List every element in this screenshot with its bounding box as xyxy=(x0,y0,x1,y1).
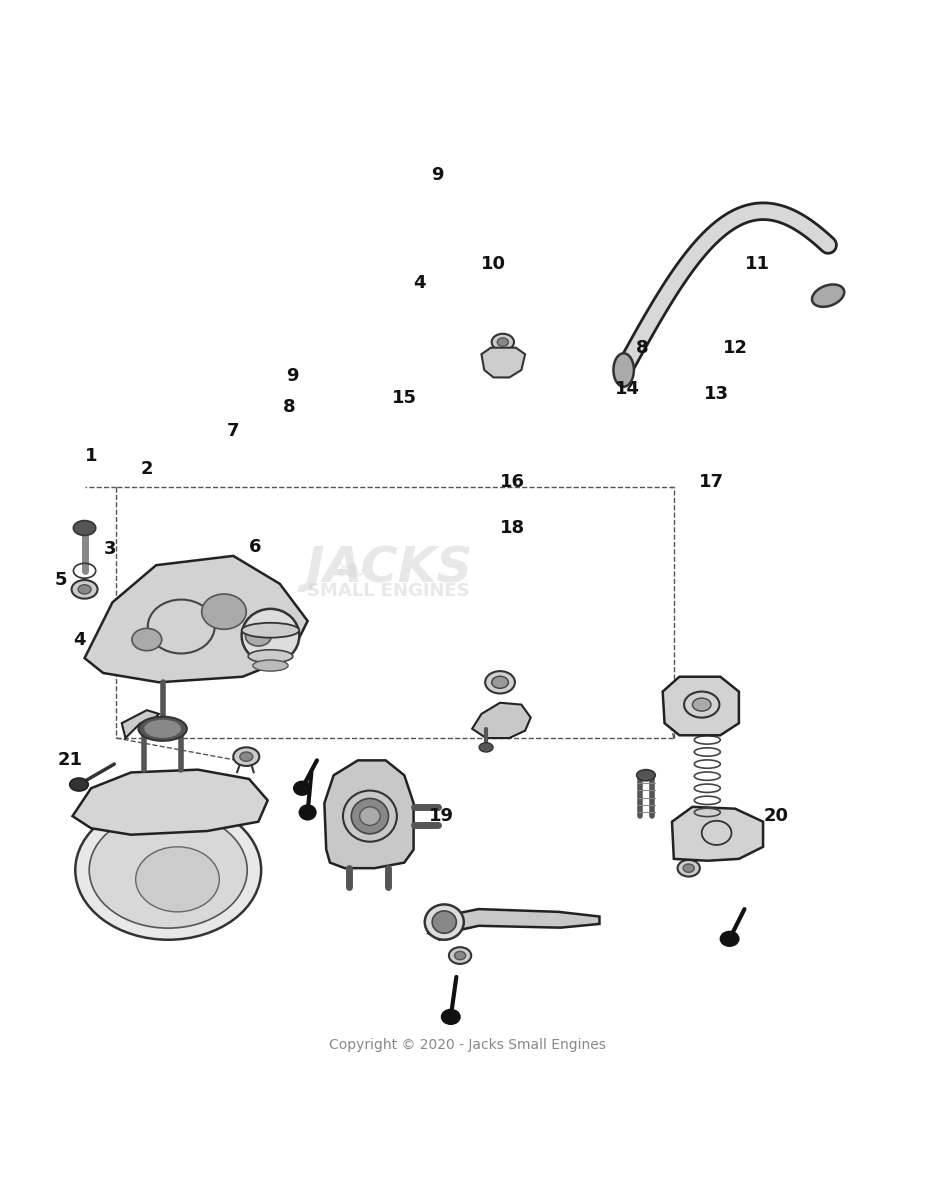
Ellipse shape xyxy=(74,520,95,536)
Ellipse shape xyxy=(252,661,288,671)
Ellipse shape xyxy=(233,747,259,766)
Ellipse shape xyxy=(138,717,187,741)
Polygon shape xyxy=(84,556,308,682)
Ellipse shape xyxy=(497,337,509,346)
Text: 5: 5 xyxy=(54,570,66,588)
Ellipse shape xyxy=(360,807,381,825)
Ellipse shape xyxy=(613,353,634,387)
Ellipse shape xyxy=(479,742,493,752)
Ellipse shape xyxy=(78,585,91,594)
Ellipse shape xyxy=(72,580,97,598)
Polygon shape xyxy=(672,807,763,861)
Ellipse shape xyxy=(76,800,261,939)
Ellipse shape xyxy=(812,285,844,306)
Text: SMALL ENGINES: SMALL ENGINES xyxy=(307,582,470,600)
Ellipse shape xyxy=(202,594,246,629)
Text: JACKS: JACKS xyxy=(305,544,472,592)
Text: 15: 15 xyxy=(392,389,417,407)
Text: 12: 12 xyxy=(723,339,748,357)
Ellipse shape xyxy=(248,650,293,663)
Ellipse shape xyxy=(241,623,299,638)
Polygon shape xyxy=(122,710,159,739)
Ellipse shape xyxy=(241,609,299,663)
Ellipse shape xyxy=(454,951,466,960)
Text: 11: 11 xyxy=(745,255,770,273)
Text: 16: 16 xyxy=(499,472,525,490)
Ellipse shape xyxy=(352,799,389,833)
Ellipse shape xyxy=(70,778,88,791)
Ellipse shape xyxy=(239,752,252,761)
Text: Copyright © 2020 - Jacks Small Engines: Copyright © 2020 - Jacks Small Engines xyxy=(329,1038,606,1052)
Text: 19: 19 xyxy=(429,807,454,825)
Ellipse shape xyxy=(693,698,711,711)
Polygon shape xyxy=(428,909,599,939)
Ellipse shape xyxy=(424,904,464,939)
Text: 1: 1 xyxy=(85,448,97,466)
Ellipse shape xyxy=(683,864,695,872)
Ellipse shape xyxy=(89,812,247,928)
Text: 18: 18 xyxy=(499,519,525,537)
Text: 6: 6 xyxy=(250,538,262,556)
Ellipse shape xyxy=(637,770,655,781)
Ellipse shape xyxy=(492,334,514,351)
Text: 10: 10 xyxy=(481,255,506,273)
Text: 4: 4 xyxy=(413,274,425,292)
Text: 20: 20 xyxy=(764,807,788,825)
Polygon shape xyxy=(472,703,531,739)
Text: 9: 9 xyxy=(432,166,444,184)
Ellipse shape xyxy=(132,628,162,651)
Ellipse shape xyxy=(432,910,456,933)
Ellipse shape xyxy=(678,860,700,877)
Ellipse shape xyxy=(299,805,316,820)
Ellipse shape xyxy=(485,671,515,693)
Text: ❧: ❧ xyxy=(335,554,367,592)
Ellipse shape xyxy=(720,932,739,946)
Text: 7: 7 xyxy=(227,423,239,441)
Ellipse shape xyxy=(441,1010,460,1024)
Polygon shape xyxy=(324,760,413,868)
Text: 9: 9 xyxy=(286,366,299,384)
Ellipse shape xyxy=(245,626,271,646)
Text: 17: 17 xyxy=(698,472,724,490)
Polygon shape xyxy=(482,348,525,377)
Text: 14: 14 xyxy=(615,380,640,398)
Polygon shape xyxy=(663,676,739,735)
Text: 2: 2 xyxy=(140,460,153,478)
Text: 3: 3 xyxy=(104,540,116,558)
Text: 21: 21 xyxy=(57,752,82,770)
Ellipse shape xyxy=(136,847,220,912)
Text: 8: 8 xyxy=(282,399,295,417)
Polygon shape xyxy=(73,770,267,835)
Ellipse shape xyxy=(492,676,509,688)
Text: 13: 13 xyxy=(704,386,729,404)
Ellipse shape xyxy=(145,721,180,737)
Ellipse shape xyxy=(294,782,310,795)
Text: 8: 8 xyxy=(636,339,649,357)
Text: 4: 4 xyxy=(73,631,85,649)
Ellipse shape xyxy=(449,948,471,964)
